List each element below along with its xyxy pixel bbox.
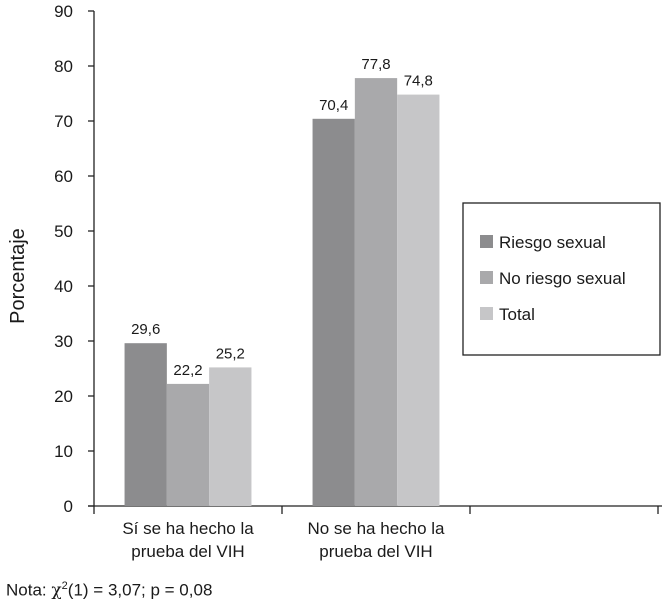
legend-label: Riesgo sexual (499, 233, 606, 252)
y-tick-label: 90 (54, 2, 73, 21)
x-tick-label: Sí se ha hecho la prueba del VIH (122, 519, 254, 561)
y-tick-label: 40 (54, 277, 73, 296)
bar-value-label: 22,2 (173, 362, 202, 379)
note-superscript: 2 (61, 580, 68, 592)
bar (312, 118, 355, 507)
legend-swatch (480, 271, 493, 284)
legend-label: No riesgo sexual (499, 269, 626, 288)
bar-value-label: 77,8 (361, 56, 390, 73)
data-labels: 29,6 22,2 25,2 70,4 77,8 74,8 (131, 56, 433, 379)
bar-value-label: 74,8 (404, 73, 433, 90)
y-tick-label: 50 (54, 222, 73, 241)
x-tick-label: No se ha hecho la prueba del VIH (307, 519, 445, 561)
bar (397, 94, 440, 506)
bar-value-label: 70,4 (319, 97, 348, 114)
bar-value-label: 29,6 (131, 321, 160, 338)
y-tick-label: 70 (54, 112, 73, 131)
bars (124, 78, 440, 507)
y-axis: 0 10 20 30 40 50 60 70 80 90 (54, 2, 95, 516)
note-statistic: (1) = 3,07; p = 0,08 (67, 580, 213, 600)
bar (354, 78, 398, 506)
y-tick-label: 20 (54, 387, 73, 406)
bar (209, 367, 252, 506)
legend: Riesgo sexual No riesgo sexual Total (462, 202, 661, 356)
y-tick-label: 0 (64, 497, 73, 516)
x-axis: Sí se ha hecho la prueba del VIH No se ha … (88, 505, 662, 561)
y-tick-label: 60 (54, 167, 73, 186)
note-chi-symbol: χ (51, 580, 62, 601)
bar (124, 343, 167, 506)
y-tick-label: 30 (54, 332, 73, 351)
y-tick-label: 10 (54, 442, 73, 461)
note-prefix: Nota: (6, 580, 52, 600)
y-axis-title: Porcentaje (7, 228, 29, 324)
bar-value-label: 25,2 (216, 345, 245, 362)
y-tick-label: 80 (54, 57, 73, 76)
legend-swatch (480, 235, 493, 248)
legend-label: Total (499, 305, 535, 324)
legend-box (462, 202, 661, 356)
bar (166, 383, 210, 506)
legend-swatch (480, 307, 493, 320)
chart-note: Nota: χ2(1) = 3,07; p = 0,08 (6, 580, 212, 601)
